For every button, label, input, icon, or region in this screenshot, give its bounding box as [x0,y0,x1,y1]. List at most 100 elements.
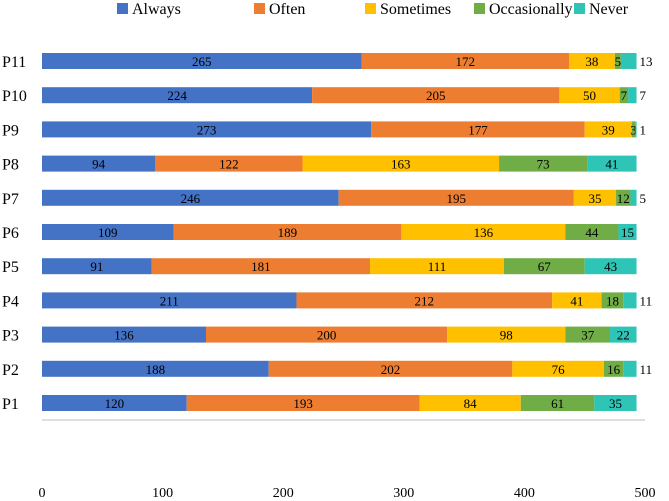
data-label-p4-often: 212 [415,293,435,308]
bar-p8-never [587,155,637,172]
legend-label-always: Always [132,1,181,18]
bar-p7-always [42,189,339,206]
data-label-p7-occasionally: 12 [617,191,630,206]
data-label-p6-occasionally: 44 [585,225,599,240]
bar-p7-never [630,189,637,206]
category-label-p6: P6 [2,225,19,242]
bar-p6-sometimes [401,224,566,240]
bar-p6-never [618,224,637,240]
bar-p5-always [42,258,152,275]
category-label-p1: P1 [2,396,19,413]
data-label-p9-sometimes: 39 [602,122,615,137]
bar-p10-occasionally [619,87,629,104]
data-label-p8-sometimes: 163 [391,157,411,172]
bar-p4-sometimes [552,292,602,309]
bar-p9-occasionally [631,121,636,138]
data-label-p10-sometimes: 50 [583,88,596,103]
bar-p9-often [371,121,585,138]
data-label-p4-occasionally: 18 [606,293,619,308]
bar-p4-always [42,292,297,309]
bar-p9-always [42,121,372,138]
data-label-p3-never: 22 [617,328,630,343]
data-label-p11-sometimes: 38 [585,54,598,69]
data-label-p3-often: 200 [317,328,337,343]
data-label-p8-often: 122 [219,157,239,172]
category-label-p9: P9 [2,122,19,139]
bar-p11-always [42,53,362,69]
x-tick-label: 500 [635,486,656,501]
bar-p4-never [623,292,637,309]
data-label-p7-sometimes: 35 [588,191,601,206]
legend-swatch-never [574,3,585,14]
category-label-p2: P2 [2,362,19,379]
legend-swatch-sometimes [365,3,376,14]
data-label-p8-never: 41 [605,157,618,172]
legend-swatch-occasionally [474,3,485,14]
bar-p2-always [42,360,269,377]
data-label-p3-occasionally: 37 [581,328,595,343]
y-axis-categories: P11 P10 P9 P8 P7 P6 P5 P4 P3 P2 P1 [2,54,27,413]
x-tick-label: 300 [393,486,414,501]
legend-label-often: Often [269,1,305,18]
data-label-p1-often: 193 [293,396,313,411]
bar-p7-occasionally [616,189,631,206]
data-label-p1-never: 35 [609,396,622,411]
bar-p10-always [42,87,313,104]
data-label-p5-often: 181 [251,259,271,274]
data-label-p7-often: 195 [447,191,467,206]
data-label-p11-always: 265 [192,54,212,69]
data-label-p2-often: 202 [381,362,401,377]
data-label-p4-sometimes: 41 [570,293,583,308]
bar-p1-often [186,395,420,411]
data-label-p11-outside: 13 [640,54,653,69]
bar-p5-never [584,258,637,275]
x-tick-label: 0 [39,486,46,501]
bar-p2-occasionally [603,360,624,377]
data-label-p9-often: 177 [468,122,488,137]
data-label-p3-always: 136 [114,328,134,343]
bar-p8-sometimes [302,155,500,172]
legend-label-never: Never [589,1,629,18]
data-label-p7-always: 246 [181,191,201,206]
data-label-p5-sometimes: 111 [428,259,447,274]
legend-swatch-often [254,3,265,14]
category-label-p3: P3 [2,328,19,345]
bar-p2-never [623,360,637,377]
bar-p9-sometimes [584,121,632,138]
bar-p3-sometimes [447,326,566,343]
bar-p1-sometimes [419,395,521,411]
data-label-p6-never: 15 [621,225,634,240]
bar-p6-often [173,224,402,240]
bar-p10-sometimes [559,87,620,104]
bar-p4-often [296,292,553,309]
bar-p3-never [610,326,637,343]
category-label-p11: P11 [2,54,26,71]
bar-p3-occasionally [565,326,611,343]
data-label-p2-outside: 11 [640,362,653,377]
legend-label-sometimes: Sometimes [380,1,451,18]
data-label-p6-often: 189 [278,225,298,240]
x-tick-label: 400 [514,486,535,501]
bar-p8-occasionally [499,155,588,172]
data-label-p10-always: 224 [167,88,187,103]
legend-swatch-always [117,3,128,14]
data-label-p4-always: 211 [160,293,179,308]
bar-p1-always [42,395,187,411]
data-label-p4-outside: 11 [640,293,653,308]
bar-p2-sometimes [512,360,604,377]
bar-p6-occasionally [565,224,619,240]
data-label-p8-always: 94 [92,157,106,172]
data-label-p5-occasionally: 67 [538,259,552,274]
data-label-p2-occasionally: 16 [607,362,621,377]
data-label-p7-outside: 5 [640,191,647,206]
bar-p11-often [361,53,570,69]
bar-p5-sometimes [370,258,504,275]
bar-p8-often [155,155,303,172]
bar-p4-occasionally [601,292,624,309]
data-label-p8-occasionally: 73 [537,157,550,172]
x-axis: 0 100 200 300 400 500 [39,419,656,501]
data-label-p1-sometimes: 84 [464,396,478,411]
legend: Always Often Sometimes Occasionally Never [117,1,629,18]
bar-p1-occasionally [520,395,595,411]
